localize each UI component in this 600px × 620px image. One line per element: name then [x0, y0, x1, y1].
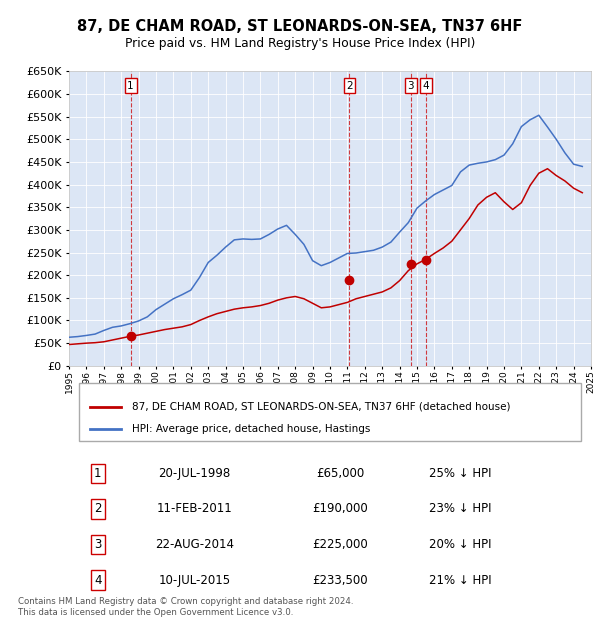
Text: Contains HM Land Registry data © Crown copyright and database right 2024.
This d: Contains HM Land Registry data © Crown c… [18, 598, 353, 617]
Text: 2: 2 [346, 81, 353, 91]
Text: 3: 3 [94, 538, 101, 551]
Text: £225,000: £225,000 [313, 538, 368, 551]
Text: £190,000: £190,000 [313, 502, 368, 515]
Text: 23% ↓ HPI: 23% ↓ HPI [429, 502, 492, 515]
Text: 3: 3 [407, 81, 414, 91]
Text: 20-JUL-1998: 20-JUL-1998 [158, 467, 230, 480]
Text: 20% ↓ HPI: 20% ↓ HPI [429, 538, 492, 551]
Text: 1: 1 [94, 467, 101, 480]
Text: £233,500: £233,500 [313, 574, 368, 587]
Text: 87, DE CHAM ROAD, ST LEONARDS-ON-SEA, TN37 6HF (detached house): 87, DE CHAM ROAD, ST LEONARDS-ON-SEA, TN… [131, 402, 510, 412]
Text: HPI: Average price, detached house, Hastings: HPI: Average price, detached house, Hast… [131, 424, 370, 434]
Text: 2: 2 [94, 502, 101, 515]
Text: 21% ↓ HPI: 21% ↓ HPI [429, 574, 492, 587]
Text: 4: 4 [94, 574, 101, 587]
Bar [79, 383, 581, 441]
Text: 4: 4 [423, 81, 430, 91]
Text: 10-JUL-2015: 10-JUL-2015 [158, 574, 230, 587]
Text: £65,000: £65,000 [316, 467, 365, 480]
Text: 11-FEB-2011: 11-FEB-2011 [157, 502, 232, 515]
Text: Price paid vs. HM Land Registry's House Price Index (HPI): Price paid vs. HM Land Registry's House … [125, 37, 475, 50]
Text: 87, DE CHAM ROAD, ST LEONARDS-ON-SEA, TN37 6HF: 87, DE CHAM ROAD, ST LEONARDS-ON-SEA, TN… [77, 19, 523, 34]
Text: 1: 1 [127, 81, 134, 91]
Text: 25% ↓ HPI: 25% ↓ HPI [429, 467, 492, 480]
Text: 22-AUG-2014: 22-AUG-2014 [155, 538, 234, 551]
